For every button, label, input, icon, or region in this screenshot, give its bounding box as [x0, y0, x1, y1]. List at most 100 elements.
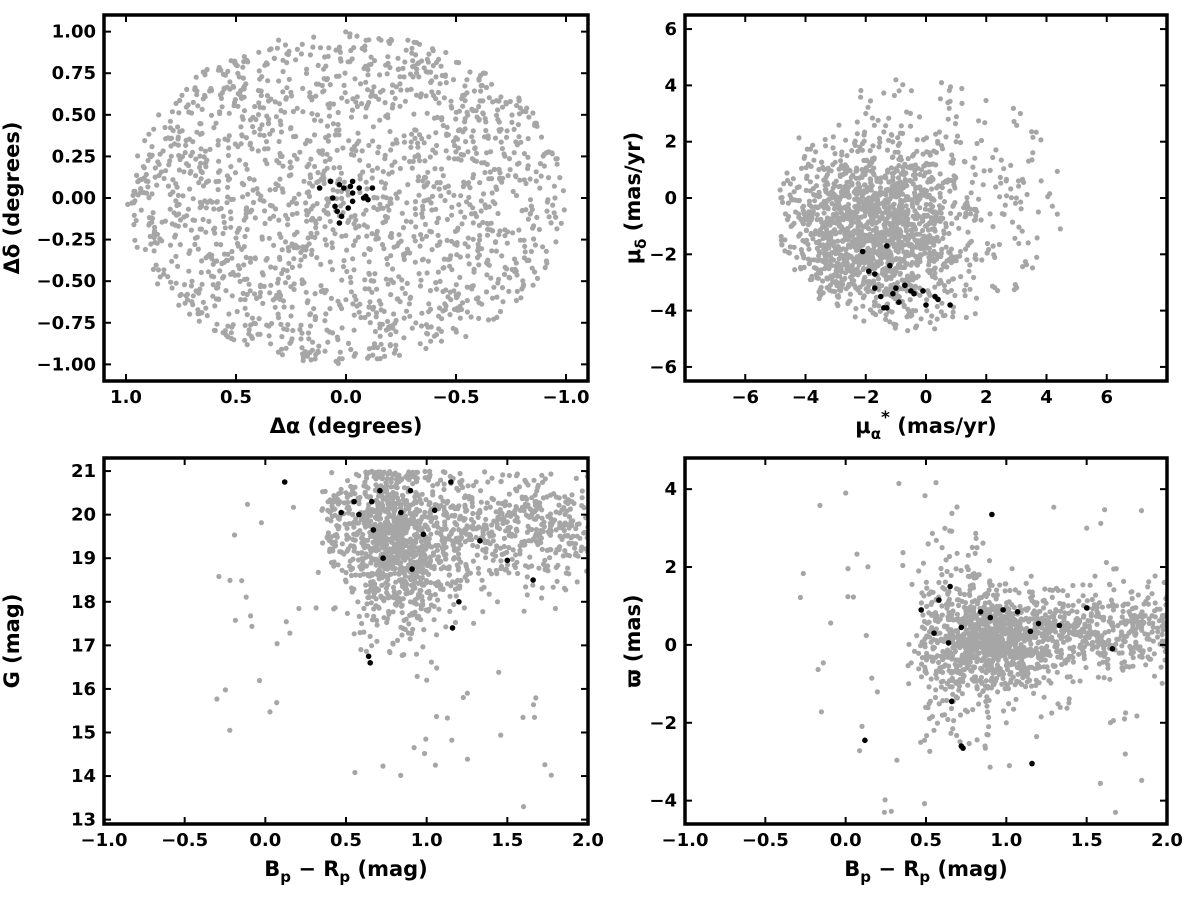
field-star-point: [962, 293, 968, 299]
field-star-point: [149, 152, 155, 158]
field-star-point: [213, 296, 219, 302]
field-star-point: [495, 107, 501, 113]
field-star-point: [794, 185, 800, 191]
y-tick-label: 2: [664, 132, 677, 153]
field-star-point: [408, 144, 414, 150]
field-star-point: [350, 556, 356, 562]
field-star-point: [190, 293, 196, 299]
field-star-point: [366, 246, 372, 252]
field-star-point: [252, 103, 258, 110]
field-star-point: [373, 314, 379, 320]
field-star-point: [400, 225, 407, 231]
field-star-point: [268, 282, 274, 288]
field-star-point: [368, 54, 374, 60]
field-star-point: [328, 534, 334, 540]
field-star-point: [303, 247, 309, 253]
field-star-point: [298, 257, 304, 263]
field-star-point: [215, 67, 221, 73]
field-star-point: [407, 250, 413, 256]
field-star-point: [332, 231, 338, 237]
field-star-point: [193, 156, 199, 162]
field-star-point: [156, 172, 162, 179]
field-star-point: [236, 157, 243, 163]
field-star-point: [927, 268, 933, 274]
field-star-point: [903, 203, 909, 209]
field-star-point: [474, 552, 480, 558]
field-star-point: [382, 100, 388, 106]
field-star-point: [257, 289, 264, 296]
field-star-point: [369, 88, 375, 95]
field-star-point: [1030, 150, 1036, 156]
field-star-point: [315, 62, 321, 68]
field-star-point: [917, 205, 923, 211]
field-star-point: [339, 233, 345, 239]
field-star-point: [447, 312, 453, 318]
field-star-point: [1057, 226, 1063, 232]
field-star-point: [417, 243, 423, 249]
field-star-point: [215, 284, 221, 291]
field-star-point: [405, 472, 411, 478]
field-star-point: [418, 277, 424, 283]
field-star-point: [458, 542, 464, 548]
y-tick-label: 6: [664, 19, 677, 40]
field-star-point: [374, 617, 380, 624]
field-star-point: [463, 199, 470, 205]
field-star-point: [820, 290, 826, 296]
field-star-point: [919, 252, 925, 258]
field-star-point: [306, 161, 312, 167]
field-star-point: [423, 182, 430, 188]
field-star-point: [855, 181, 862, 187]
field-star-point: [803, 187, 809, 193]
field-star-point: [457, 513, 464, 519]
field-star-point: [416, 192, 422, 198]
field-star-point: [844, 253, 850, 260]
field-star-point: [221, 219, 227, 225]
field-star-point: [240, 194, 246, 200]
field-star-point: [557, 175, 563, 181]
field-star-point: [932, 228, 938, 234]
field-star-point: [172, 222, 178, 228]
field-star-point: [836, 184, 842, 190]
field-star-point: [257, 293, 263, 300]
field-star-point: [531, 223, 537, 229]
field-star-point: [846, 299, 852, 305]
field-star-point: [361, 211, 367, 217]
field-star-point: [1020, 264, 1026, 270]
field-star-point: [860, 140, 866, 147]
field-star-point: [523, 512, 530, 518]
field-star-point: [199, 281, 205, 287]
field-star-point: [491, 284, 497, 290]
field-star-point: [348, 151, 354, 157]
field-star-point: [403, 308, 410, 314]
field-star-point: [154, 182, 160, 188]
field-star-point: [385, 281, 391, 287]
field-star-point: [381, 308, 387, 314]
field-star-point: [383, 480, 389, 486]
field-star-point: [463, 531, 470, 537]
field-star-point: [352, 537, 358, 543]
field-star-point: [369, 617, 376, 623]
field-star-point: [414, 70, 420, 76]
field-star-point: [249, 623, 255, 630]
field-star-point: [811, 192, 817, 198]
field-star-point: [844, 153, 850, 159]
field-star-point: [833, 231, 839, 237]
field-star-point: [454, 252, 460, 258]
field-star-point: [957, 253, 963, 259]
field-star-point: [219, 104, 225, 110]
field-star-point: [849, 148, 855, 154]
field-star-point: [499, 285, 506, 291]
field-star-point: [374, 638, 380, 644]
field-star-point: [244, 166, 250, 172]
field-star-point: [431, 523, 437, 529]
field-star-point: [377, 117, 383, 123]
field-star-point: [431, 603, 437, 610]
field-star-point: [214, 199, 220, 205]
field-star-point: [299, 345, 305, 351]
field-star-point: [204, 313, 210, 319]
field-star-point: [493, 248, 499, 254]
field-star-point: [498, 563, 505, 570]
field-star-point: [463, 561, 469, 568]
field-star-point: [396, 66, 402, 72]
field-star-point: [381, 469, 387, 475]
